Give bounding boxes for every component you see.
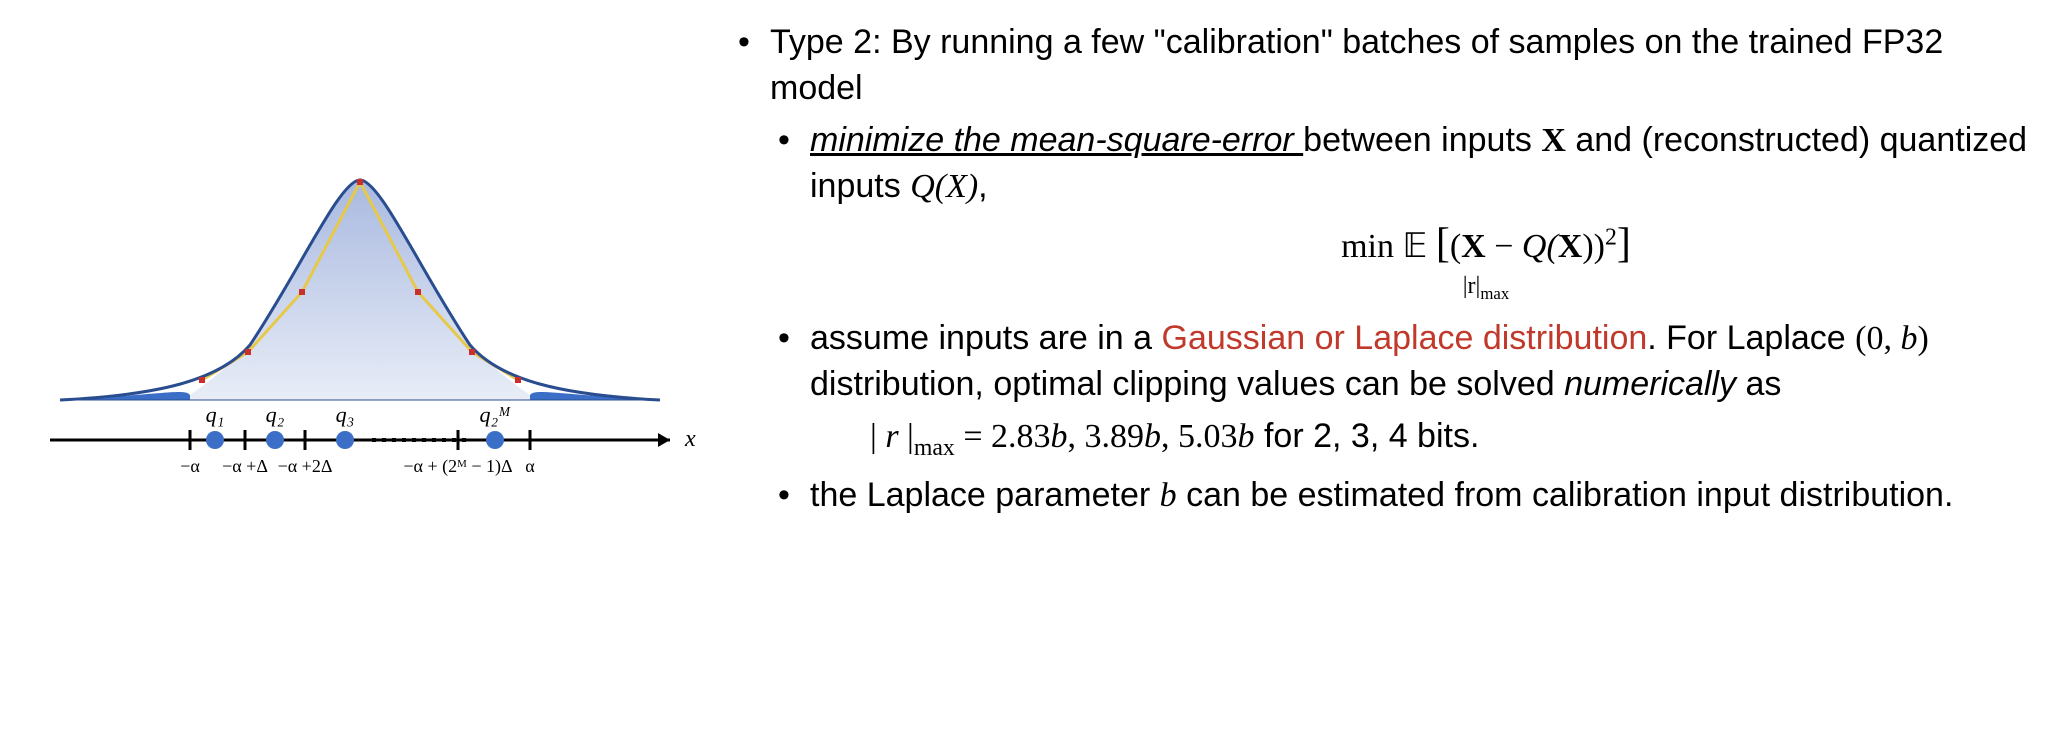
- svg-text:−α + (2ᴹ − 1)Δ: −α + (2ᴹ − 1)Δ: [403, 456, 512, 477]
- rmax-sub: max: [914, 434, 955, 460]
- formula-min: min: [1341, 228, 1394, 265]
- b4-post: can be estimated from calibration input …: [1177, 476, 1954, 514]
- assume-post2: distribution, optimal clipping values ca…: [810, 365, 1564, 403]
- b4-pre: the Laplace parameter: [810, 476, 1160, 514]
- rmax-formula-line: | r |max = 2.83b, 3.89b, 5.03b for 2, 3,…: [870, 414, 2042, 464]
- mse-QX: Q(X): [910, 168, 978, 205]
- formula-bracket-close: ]: [1617, 221, 1631, 267]
- svg-text:−α +2Δ: −α +2Δ: [278, 456, 333, 476]
- svg-text:q₂ᴹ: q₂ᴹ: [479, 402, 511, 427]
- svg-text:−α: −α: [180, 456, 200, 476]
- formula-paren-open: (: [1450, 228, 1461, 265]
- assume-num: numerically: [1564, 365, 1736, 403]
- svg-text:x: x: [684, 426, 696, 452]
- mse-formula: min 𝔼 [(X − Q(X))2] |r|max: [930, 216, 2042, 306]
- formula-Qclose: )): [1582, 228, 1605, 265]
- assume-red: Gaussian or Laplace distribution: [1162, 319, 1648, 357]
- assume-paren: (0, b): [1855, 320, 1929, 357]
- rmax-abs: | r |: [870, 418, 914, 455]
- formula-sub-max: max: [1480, 284, 1509, 303]
- formula-bracket-open: [: [1436, 221, 1450, 267]
- mse-underline: minimize the mean-square-error: [810, 121, 1303, 159]
- formula-X1: X: [1461, 228, 1486, 265]
- formula-sq: 2: [1605, 224, 1617, 250]
- type2-text: Type 2: By running a few "calibration" b…: [770, 23, 1943, 107]
- svg-text:q₃: q₃: [336, 402, 355, 427]
- svg-text:−α +Δ: −α +Δ: [222, 456, 268, 476]
- assume-post3: as: [1736, 365, 1781, 403]
- svg-text:α: α: [525, 456, 535, 476]
- svg-text:q₂: q₂: [266, 402, 285, 427]
- formula-sub-r: |r|: [1463, 273, 1481, 299]
- formula-Q: Q(: [1522, 228, 1558, 265]
- mse-rest1: between inputs: [1303, 121, 1541, 159]
- bullet-type2: Type 2: By running a few "calibration" b…: [730, 20, 2042, 519]
- diagram-panel: −α −α +Δ −α +2Δ −α + (2ᴹ − 1)Δ α q₁ q₂ q₃ q₂ᴹ x: [0, 0, 720, 749]
- rmax-tail: for 2, 3, 4 bits.: [1255, 417, 1480, 455]
- formula-X2: X: [1558, 228, 1583, 265]
- mse-comma: ,: [978, 167, 987, 205]
- b4-b: b: [1160, 477, 1177, 514]
- bullet-assume: assume inputs are in a Gaussian or Lapla…: [770, 316, 2042, 464]
- svg-text:q₁: q₁: [206, 402, 225, 427]
- bullet-laplace-b: the Laplace parameter b can be estimated…: [770, 473, 2042, 519]
- mse-X: X: [1541, 122, 1566, 159]
- text-panel: Type 2: By running a few "calibration" b…: [720, 0, 2072, 749]
- bullet-mse: minimize the mean-square-error between i…: [770, 118, 2042, 306]
- assume-pre: assume inputs are in a: [810, 319, 1162, 357]
- rmax-eq: = 2.83b, 3.89b, 5.03b: [955, 418, 1255, 455]
- assume-post1: . For Laplace: [1647, 319, 1855, 357]
- formula-minus: −: [1486, 228, 1522, 265]
- formula-E: 𝔼: [1403, 228, 1436, 265]
- distribution-diagram: −α −α +Δ −α +2Δ −α + (2ᴹ − 1)Δ α q₁ q₂ q₃ q₂ᴹ x: [20, 120, 700, 520]
